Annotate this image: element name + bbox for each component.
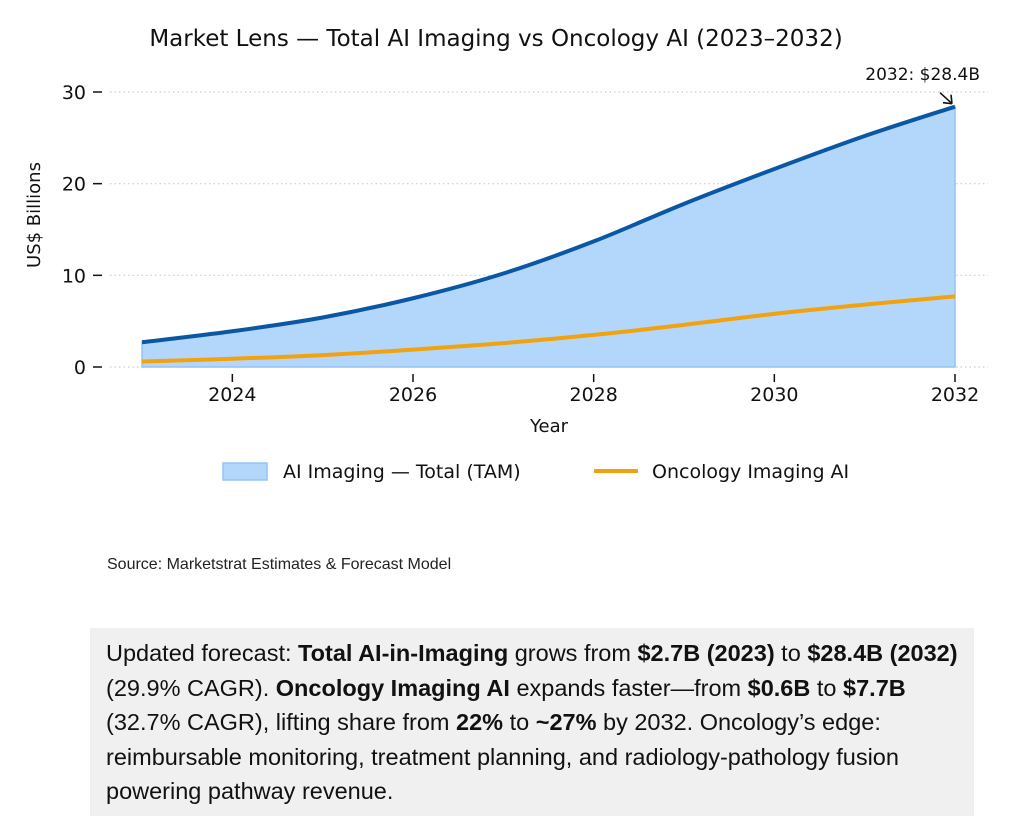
summary-highlight: Total AI-in-Imaging (298, 640, 509, 666)
summary-text: to (774, 640, 808, 666)
summary-highlight: $2.7B (2023) (637, 640, 775, 666)
summary-text: to (503, 709, 536, 735)
x-axis-label: Year (529, 416, 569, 437)
summary-box: Updated forecast: Total AI-in-Imaging gr… (90, 628, 974, 816)
summary-text: (32.7% CAGR), lifting share from (106, 709, 456, 735)
legend: AI Imaging — Total (TAM) Oncology Imaging… (222, 461, 849, 483)
plot-area (141, 104, 956, 368)
summary-text: expands faster—from (509, 674, 748, 701)
summary-highlight: 22% (456, 709, 504, 735)
y-tick-label: 0 (74, 357, 86, 379)
summary-highlight: $7.7B (843, 674, 906, 701)
y-axis-label: US$ Billions (24, 162, 45, 268)
summary-highlight: $28.4B (2032) (807, 640, 958, 666)
summary-highlight: Oncology Imaging AI (275, 674, 510, 701)
source-note: Source: Marketstrat Estimates & Forecast… (107, 556, 452, 573)
legend-label-oncology: Oncology Imaging AI (652, 461, 849, 483)
annotation-arrowhead (942, 94, 953, 105)
y-tick-label: 10 (62, 265, 86, 287)
x-tick-label: 2024 (208, 384, 256, 406)
x-tick-label: 2030 (750, 384, 798, 406)
x-tick-label: 2028 (569, 384, 617, 406)
x-tick-label: 2032 (931, 384, 979, 406)
summary-text: (29.9% CAGR). (106, 674, 276, 701)
chart-title: Market Lens — Total AI Imaging vs Oncolo… (149, 26, 842, 52)
summary-text: to (810, 674, 844, 701)
chart: Market Lens — Total AI Imaging vs Oncolo… (24, 26, 988, 483)
summary-highlight: ~27% (535, 709, 597, 735)
x-axis: 2024 2026 2028 2030 2032 (208, 374, 979, 406)
summary-text: by 2032. Oncology’s edge: reimbursable m… (106, 709, 899, 804)
legend-label-total: AI Imaging — Total (TAM) (283, 461, 521, 483)
legend-swatch-total (222, 462, 268, 481)
line-oncology (141, 294, 956, 364)
summary-highlight: $0.6B (747, 674, 811, 701)
annotation-label: 2032: $28.4B (865, 65, 980, 85)
annotation: 2032: $28.4B (865, 65, 980, 105)
annotation-arrow (939, 92, 952, 104)
y-axis: 0 10 20 30 (62, 82, 102, 379)
x-tick-label: 2026 (389, 384, 437, 406)
y-tick-label: 30 (62, 82, 86, 104)
summary-text: grows from (508, 640, 638, 666)
summary-text: Updated forecast: (106, 640, 299, 666)
y-tick-label: 20 (62, 174, 86, 196)
line-total-tam (141, 104, 956, 345)
